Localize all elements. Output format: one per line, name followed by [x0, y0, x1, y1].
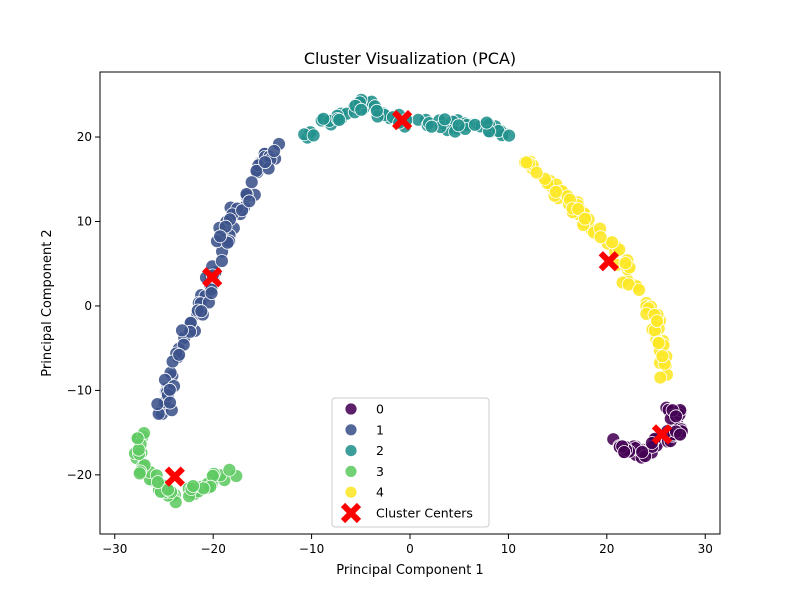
cluster-4-point — [653, 370, 668, 385]
plot-area — [99, 71, 721, 535]
cluster-2-point — [424, 119, 439, 134]
cluster-0-point — [635, 445, 650, 459]
cluster-4-point — [632, 282, 646, 297]
cluster-2-point — [437, 112, 452, 127]
cluster-center-4 — [598, 251, 619, 272]
cluster-center-0 — [651, 424, 673, 445]
legend-marker-2 — [344, 444, 358, 458]
cluster-3-point — [130, 431, 145, 446]
cluster-1-point — [150, 397, 165, 412]
cluster-4-point — [618, 256, 633, 271]
x-marker-shape — [392, 110, 413, 131]
cluster-4-point — [519, 155, 534, 170]
cluster-center-3 — [164, 466, 185, 487]
cluster-center-2 — [392, 110, 413, 131]
cluster-0-point — [617, 445, 632, 459]
cluster-1-point — [267, 144, 282, 158]
legend-label-centers: Cluster Centers — [376, 506, 473, 521]
cluster-center-1 — [202, 267, 223, 288]
y-tick-label: 10 — [77, 214, 92, 228]
x-tick-label: 10 — [501, 542, 516, 556]
x-tick-label: 30 — [698, 542, 713, 556]
cluster-3-point — [150, 475, 165, 490]
legend-marker-centers — [340, 502, 362, 524]
legend-label-1: 1 — [376, 422, 384, 437]
cluster-centers — [164, 110, 673, 487]
cluster-2-point — [451, 118, 466, 133]
cluster-1-point — [213, 229, 228, 244]
cluster-1-point — [163, 395, 177, 410]
cluster-4-point — [529, 165, 544, 180]
cluster-4-point — [571, 202, 586, 217]
cluster-2-point — [369, 103, 384, 118]
x-tick-label: −10 — [299, 542, 324, 556]
y-axis-label: Principal Component 2 — [40, 229, 55, 376]
cluster-3-point — [186, 479, 201, 494]
legend-label-0: 0 — [376, 402, 384, 417]
y-axis-ticks: −20 −10 0 10 20 — [67, 130, 100, 482]
cluster-2-point — [354, 102, 369, 117]
x-marker-shape — [651, 424, 673, 445]
cluster-3-point — [132, 466, 147, 481]
cluster-1-point — [258, 155, 273, 170]
x-tick-label: 20 — [599, 542, 614, 556]
cluster-2-point — [467, 117, 482, 132]
legend-label-4: 4 — [376, 485, 384, 500]
chart-title: Cluster Visualization (PCA) — [304, 49, 516, 68]
x-axis-ticks: −30 −20 −10 0 10 20 30 — [102, 534, 713, 556]
legend-label-3: 3 — [376, 464, 384, 479]
x-marker-shape — [340, 502, 362, 524]
cluster-4-point — [650, 314, 664, 329]
x-axis-label: Principal Component 1 — [336, 563, 483, 578]
data-points — [128, 92, 689, 510]
cluster-2-point — [316, 111, 331, 126]
y-tick-label: 0 — [84, 299, 92, 313]
legend-box — [331, 397, 490, 528]
cluster-4-point — [593, 230, 608, 245]
cluster-4-point — [651, 336, 666, 350]
cluster-0-point — [673, 427, 687, 442]
x-marker-shape — [164, 466, 185, 487]
cluster-1-point — [204, 286, 219, 301]
legend-marker-3 — [344, 464, 358, 478]
x-marker-shape — [202, 267, 223, 288]
legend-label-2: 2 — [376, 443, 384, 458]
x-tick-label: 0 — [406, 542, 414, 556]
cluster-3-point — [131, 442, 146, 457]
cluster-4-point — [655, 349, 670, 364]
cluster-1-point — [194, 304, 209, 319]
y-tick-label: −20 — [67, 468, 92, 482]
cluster-2-point — [332, 113, 347, 127]
cluster-2-point — [479, 115, 494, 130]
cluster-2-point — [502, 128, 517, 143]
cluster-1-point — [175, 323, 189, 338]
x-tick-label: −30 — [102, 542, 127, 556]
cluster-1-point — [242, 194, 257, 209]
cluster-4-point — [549, 184, 563, 199]
cluster-0-point — [669, 409, 683, 424]
cluster-4-point — [605, 235, 619, 250]
legend: 0 1 2 3 4 Cluster Centers — [331, 397, 490, 528]
cluster-1-point — [244, 175, 259, 190]
cluster-1-point — [172, 347, 187, 362]
cluster-1-point — [235, 203, 250, 218]
legend-marker-4 — [344, 485, 358, 499]
cluster-1-point — [214, 254, 229, 268]
y-tick-label: −10 — [67, 383, 92, 397]
legend-marker-1 — [344, 423, 358, 437]
legend-marker-0 — [344, 402, 358, 416]
x-tick-label: −20 — [201, 542, 226, 556]
x-marker-shape — [598, 251, 619, 272]
y-tick-label: 20 — [77, 130, 92, 144]
cluster-1-point — [162, 382, 177, 397]
cluster-3-point — [222, 462, 237, 477]
cluster-2-point — [306, 128, 321, 143]
cluster-4-point — [578, 211, 592, 226]
